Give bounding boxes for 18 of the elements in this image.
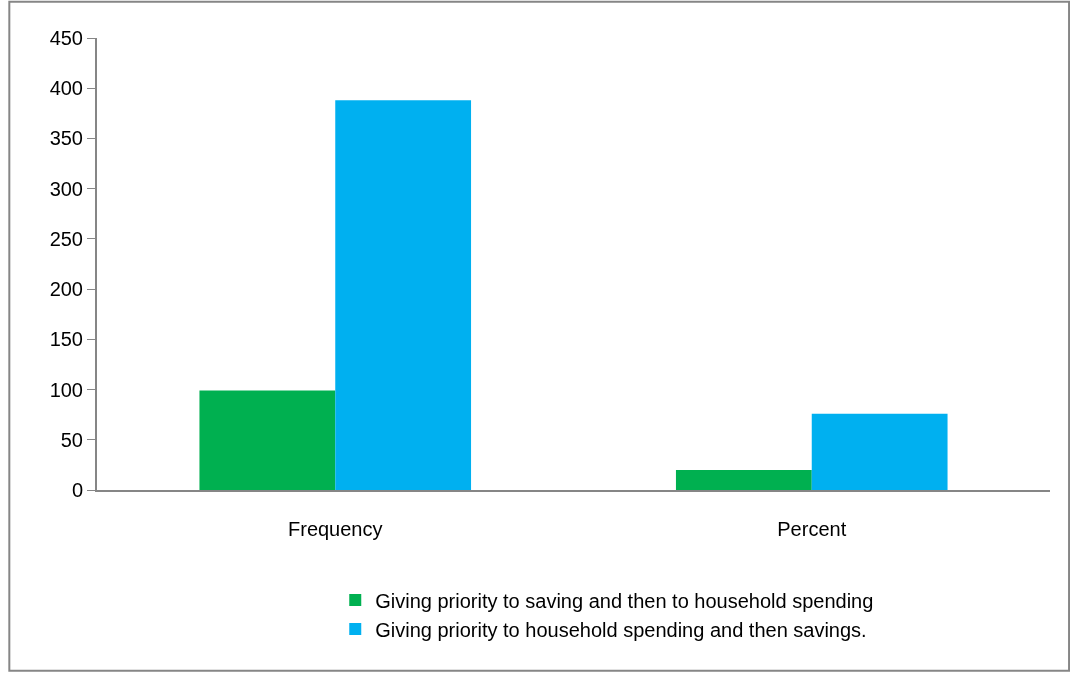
y-tick-label: 200 (49, 278, 83, 301)
y-tick-label: 300 (49, 177, 83, 200)
y-tick-label: 150 (49, 328, 83, 351)
y-tick-label: 400 (49, 77, 83, 100)
y-tick-label: 250 (49, 227, 83, 250)
y-tick-label: 350 (49, 127, 83, 150)
legend-label: Giving priority to saving and then to household spending (375, 589, 874, 612)
bar (335, 100, 472, 490)
legend-label: Giving priority to household spending and then savings. (375, 618, 867, 641)
x-tick-label: Frequency (288, 518, 383, 540)
bar (675, 469, 812, 490)
y-tick-label: 450 (49, 27, 83, 49)
bar (199, 390, 336, 490)
y-tick-label: 100 (49, 378, 83, 401)
y-tick-label: 50 (60, 428, 83, 451)
bar (811, 413, 948, 490)
y-tick-label: 0 (71, 479, 83, 501)
x-tick-label: Percent (777, 518, 847, 540)
